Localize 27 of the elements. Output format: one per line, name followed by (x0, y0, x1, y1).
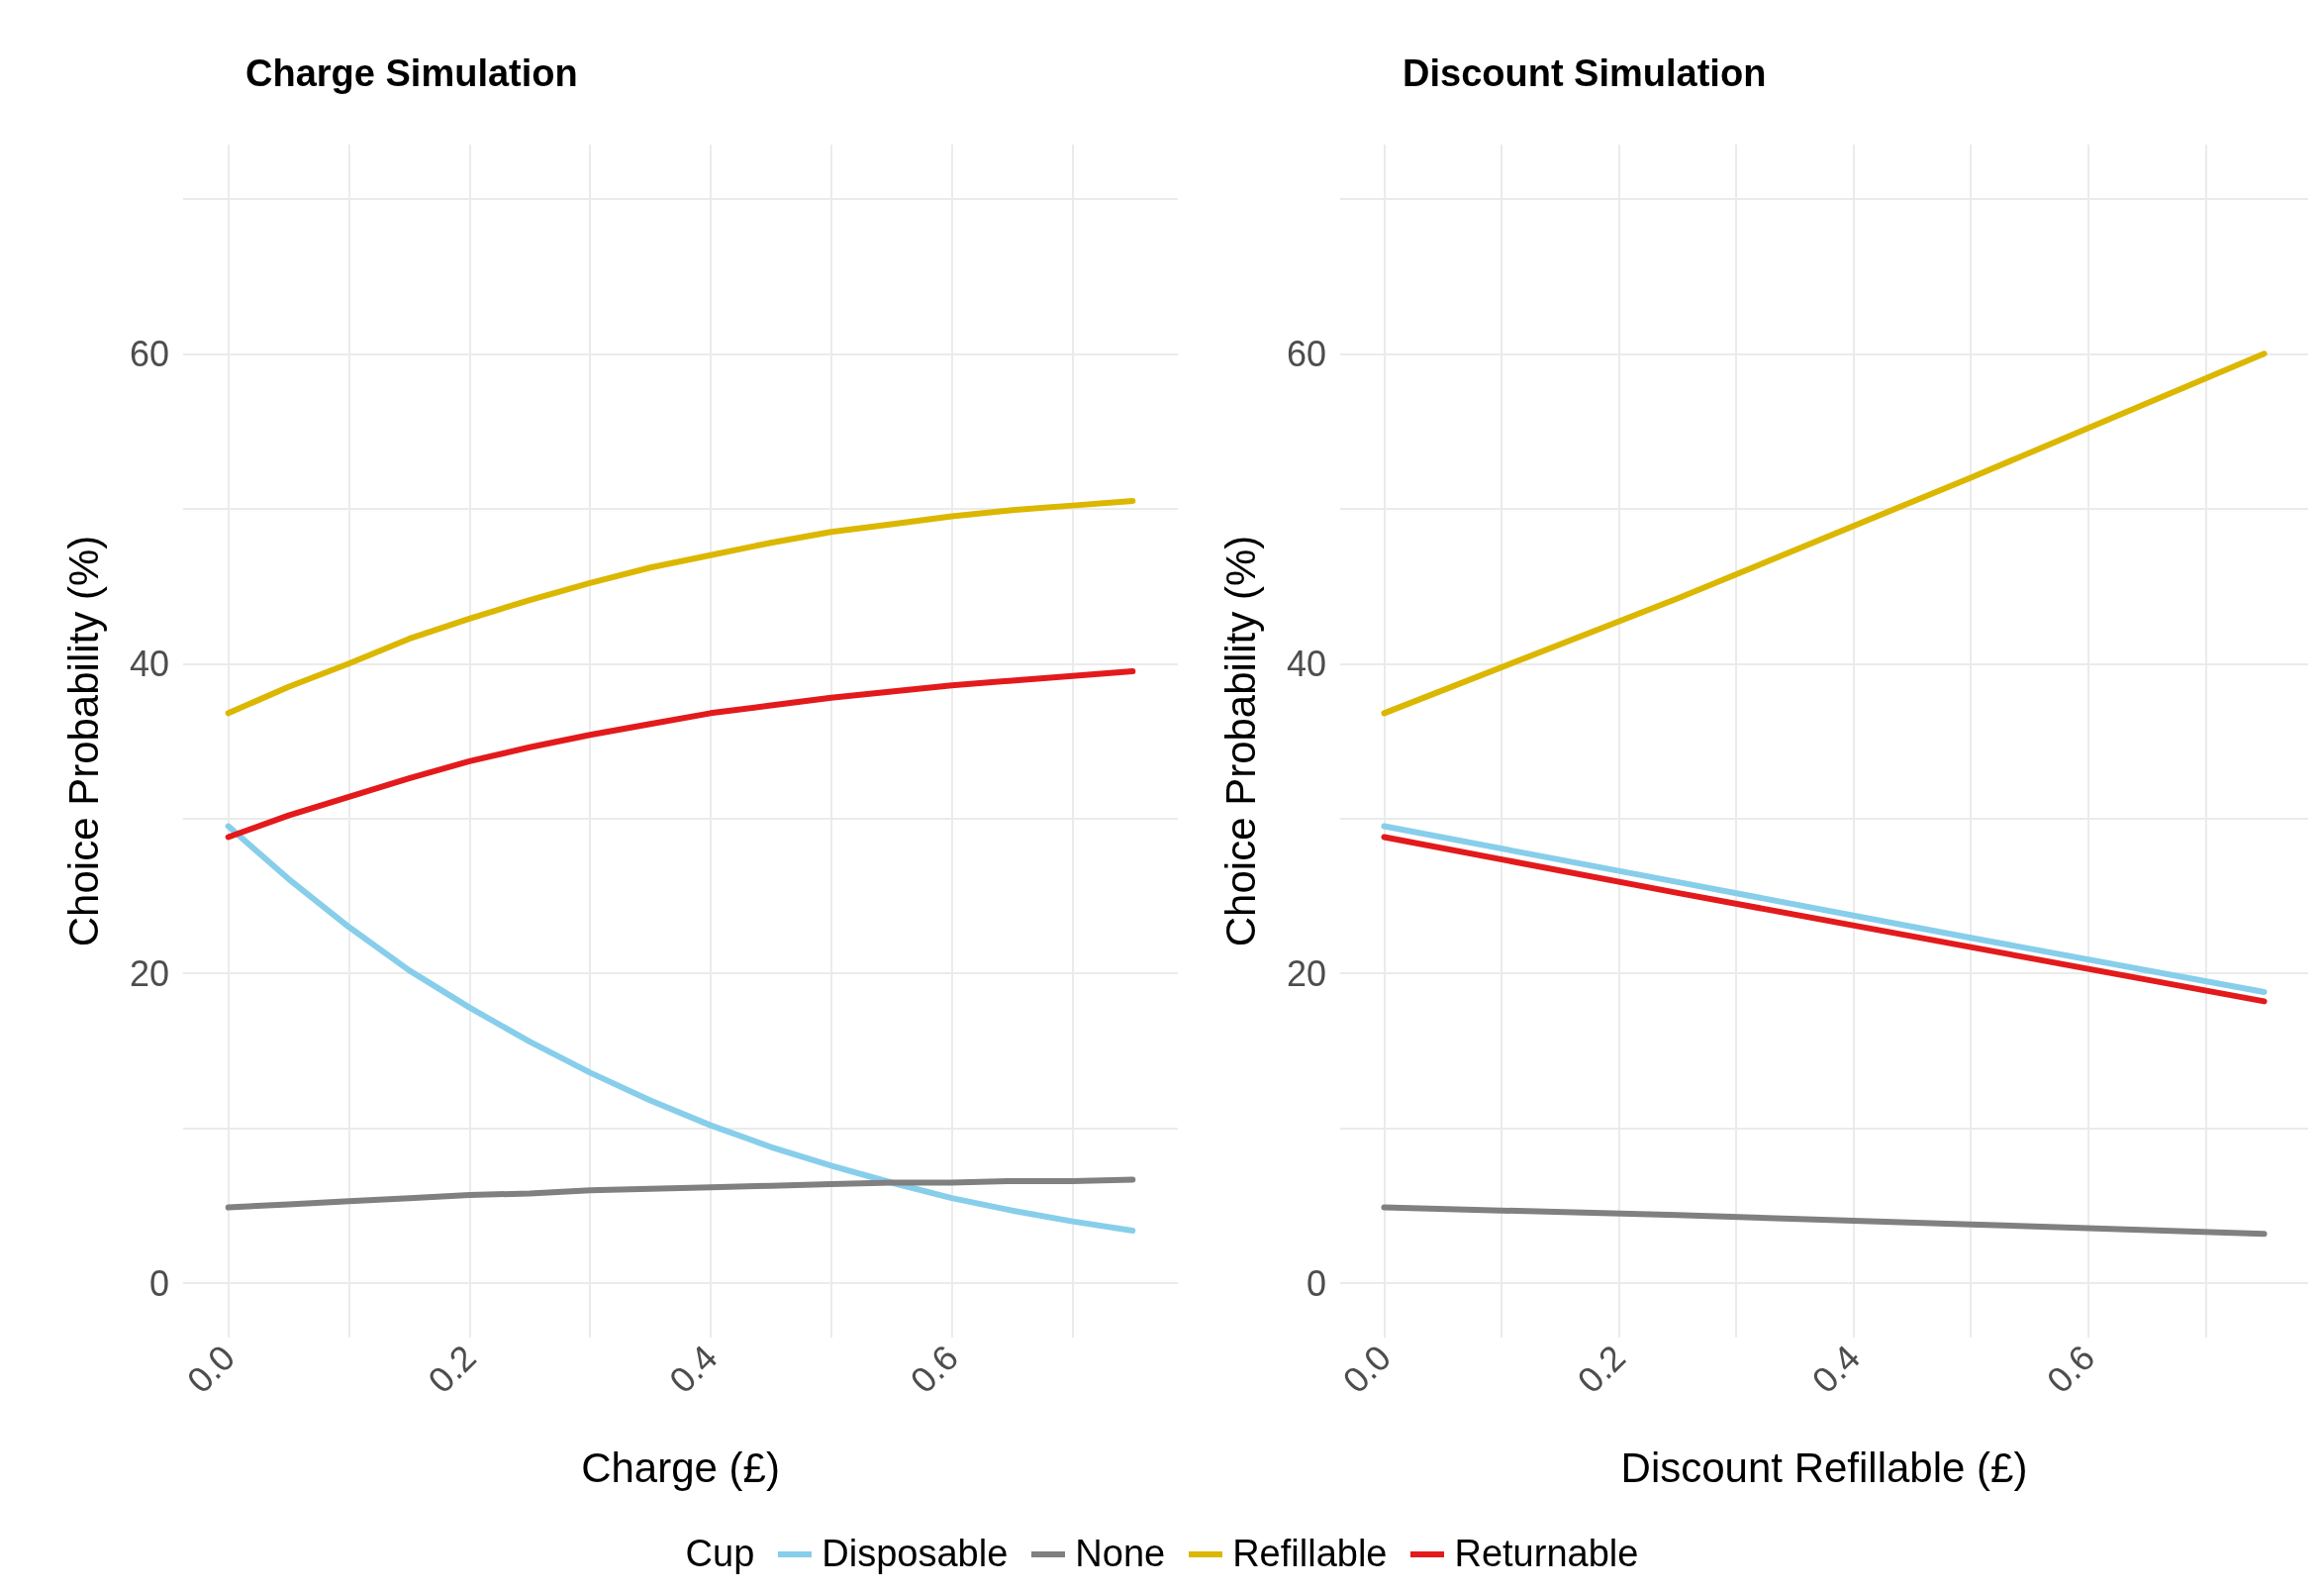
legend-label: Disposable (822, 1533, 1009, 1575)
x-axis-title: Charge (£) (581, 1444, 780, 1491)
y-tick-label: 20 (129, 952, 169, 994)
legend-title: Cup (685, 1533, 755, 1575)
x-axis-title: Discount Refillable (£) (1620, 1444, 2028, 1491)
chart-title: Charge Simulation (245, 52, 578, 94)
legend-label: Refillable (1232, 1533, 1388, 1575)
y-axis-title: Choice Probability (%) (59, 535, 107, 947)
y-tick-label: 40 (129, 643, 169, 684)
y-tick-label: 60 (1286, 333, 1326, 374)
y-tick-label: 0 (148, 1262, 169, 1304)
x-tick-label: 0.4 (1803, 1337, 1869, 1401)
y-tick-label: 60 (129, 333, 169, 374)
legend-label: None (1075, 1533, 1166, 1575)
x-tick-label: 0.0 (178, 1337, 243, 1401)
y-tick-label: 40 (1286, 643, 1326, 684)
x-tick-label: 0.2 (1569, 1337, 1634, 1401)
legend-label: Returnable (1454, 1533, 1639, 1575)
x-tick-label: 0.6 (902, 1337, 967, 1401)
y-axis-title: Choice Probability (%) (1216, 535, 1264, 947)
y-tick-label: 0 (1306, 1262, 1326, 1304)
x-tick-label: 0.0 (1334, 1337, 1399, 1401)
y-tick-label: 20 (1286, 952, 1326, 994)
x-tick-label: 0.4 (661, 1337, 726, 1401)
x-tick-label: 0.2 (420, 1337, 484, 1401)
chart-title: Discount Simulation (1403, 52, 1767, 94)
x-tick-label: 0.6 (2038, 1337, 2103, 1401)
